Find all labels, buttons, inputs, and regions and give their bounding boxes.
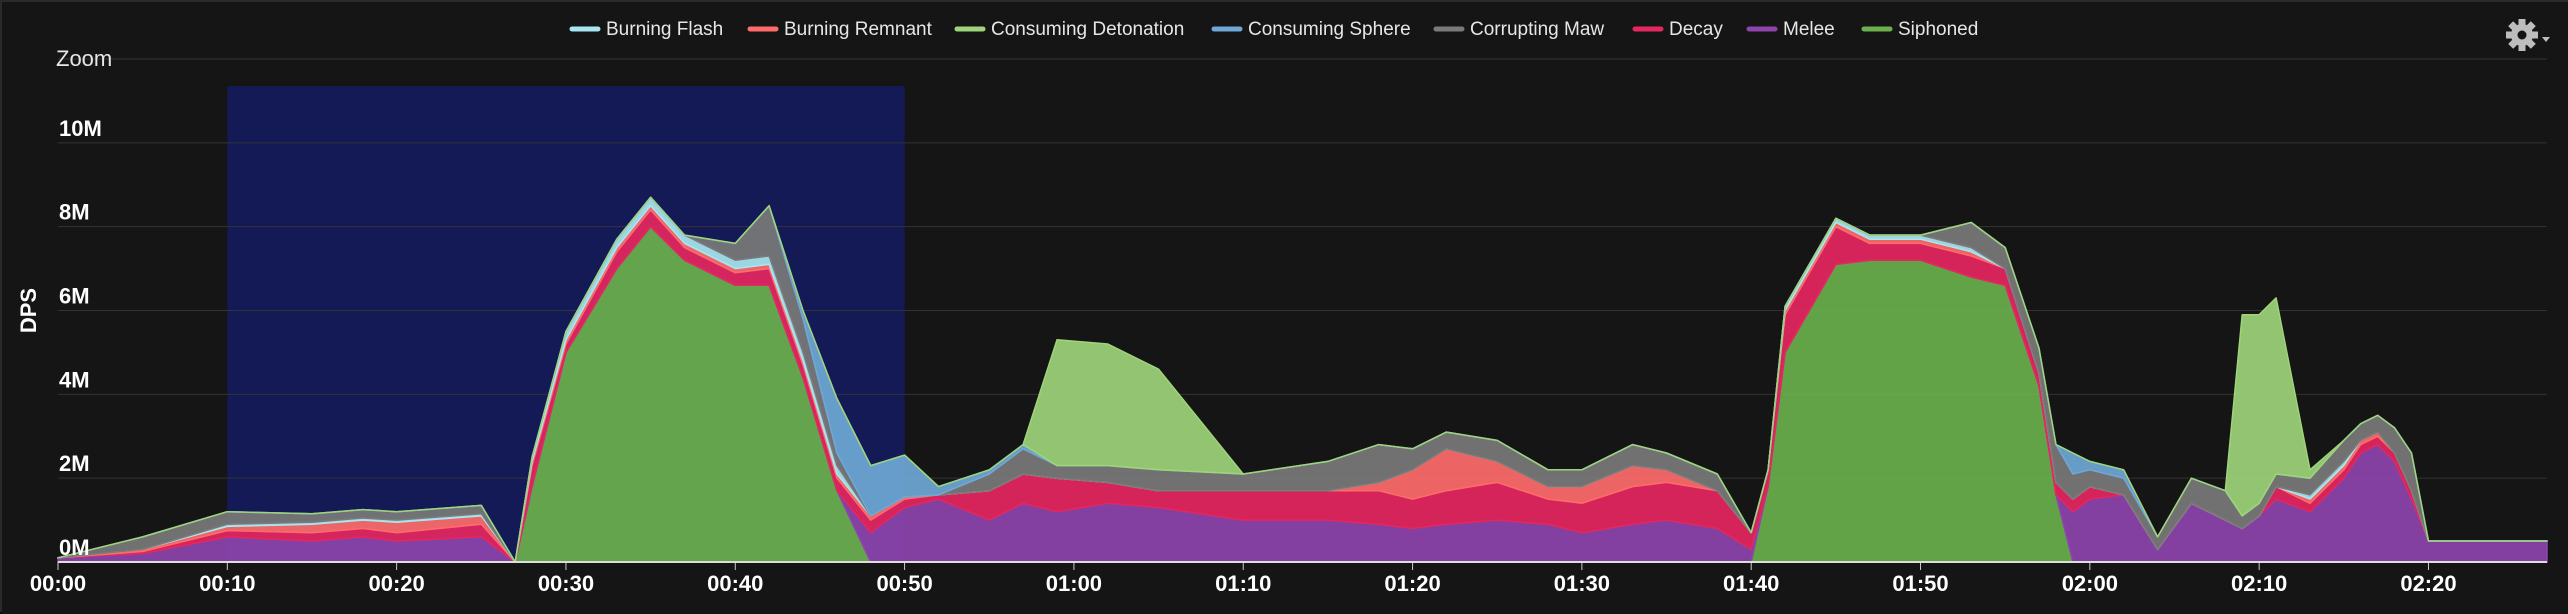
legend-item-burning-remnant[interactable]: Burning Remnant [747,19,933,40]
legend-item-consuming-detonation[interactable]: Consuming Detonation [954,19,1184,40]
series-areas [57,196,2548,563]
legend-item-siphoned[interactable]: Siphoned [1861,19,1978,40]
legend-label: Decay [1669,19,1723,40]
x-tick-label: 01:50 [1892,571,1948,596]
legend-label: Corrupting Maw [1470,19,1604,40]
x-tick-label: 00:20 [368,571,424,596]
x-tick-label: 00:10 [199,571,255,596]
x-tick-label: 00:40 [707,571,763,596]
x-tick-label: 01:40 [1723,571,1779,596]
legend-item-melee[interactable]: Melee [1746,19,1835,40]
x-tick-label: 00:00 [30,571,86,596]
x-tick-label: 00:50 [876,571,932,596]
y-tick-label: 6M [59,284,90,309]
legend-label: Consuming Detonation [991,19,1184,40]
legend-item-corrupting-maw[interactable]: Corrupting Maw [1433,19,1604,40]
chevron-down-icon [2542,37,2550,42]
x-tick-label: 01:00 [1046,571,1102,596]
x-tick-label: 02:20 [2400,571,2456,596]
legend-label: Burning Flash [606,19,723,40]
legend-item-burning-flash[interactable]: Burning Flash [569,19,723,40]
x-tick-label: 01:10 [1215,571,1271,596]
legend-item-consuming-sphere[interactable]: Consuming Sphere [1211,19,1411,40]
x-tick-label: 00:30 [538,571,594,596]
y-tick-label: 0M [59,535,90,560]
x-axis-ticks: 00:00 00:10 00:20 00:30 00:40 00:50 01:00 01:10… [30,561,2547,596]
area-consuming-detonation[interactable] [57,196,2548,563]
legend-item-decay[interactable]: Decay [1632,19,1723,40]
legend-label: Melee [1783,19,1835,40]
legend-label: Siphoned [1898,19,1978,40]
x-tick-label: 02:10 [2231,571,2287,596]
zoom-label[interactable]: Zoom [56,46,112,71]
x-tick-label: 02:00 [2062,571,2118,596]
legend-label: Burning Remnant [784,19,933,40]
y-tick-label: 10M [59,116,102,141]
legend: Burning Flash Burning Remnant Consuming De… [569,19,1978,40]
y-axis-ticks: 0M 2M 4M 6M 8M 10M [59,116,102,560]
y-tick-label: 2M [59,451,90,476]
y-tick-label: 8M [59,200,90,225]
x-tick-label: 01:20 [1384,571,1440,596]
x-tick-label: 01:30 [1554,571,1610,596]
legend-label: Consuming Sphere [1248,19,1411,40]
y-axis-title: DPS [16,288,41,333]
y-tick-label: 4M [59,367,90,392]
